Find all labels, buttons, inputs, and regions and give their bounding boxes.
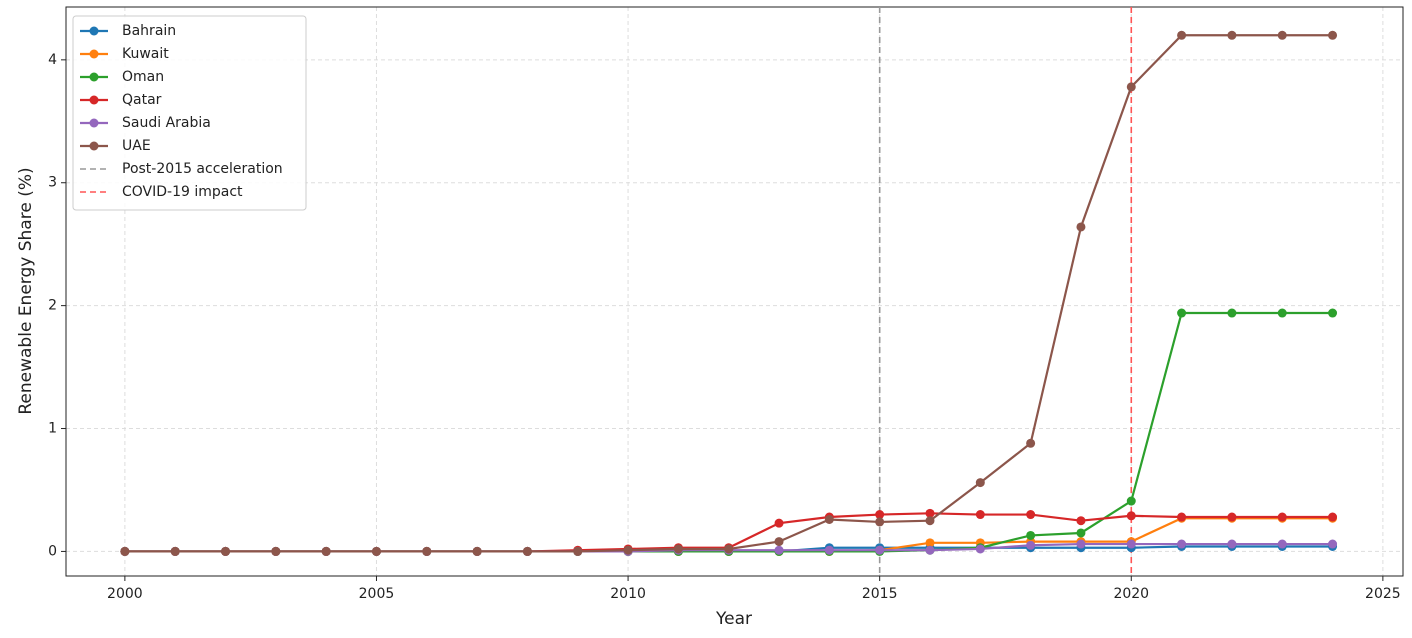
data-point — [1227, 539, 1237, 549]
data-point — [875, 545, 885, 555]
data-point — [824, 545, 834, 555]
data-point — [1227, 30, 1237, 40]
data-point — [1177, 512, 1187, 522]
data-point — [925, 545, 935, 555]
data-point — [774, 545, 784, 555]
data-point — [774, 537, 784, 547]
legend-label: Kuwait — [122, 46, 169, 62]
y-tick-label: 4 — [48, 52, 57, 68]
data-point — [1076, 222, 1086, 232]
data-point — [271, 546, 281, 556]
data-point — [1277, 308, 1287, 318]
data-point — [1177, 30, 1187, 40]
data-point — [673, 544, 683, 554]
data-point — [321, 546, 331, 556]
data-point — [1227, 512, 1237, 522]
data-point — [975, 478, 985, 488]
data-point — [472, 546, 482, 556]
legend-label: UAE — [122, 138, 151, 154]
data-point — [422, 546, 432, 556]
data-point — [975, 544, 985, 554]
x-tick-label: 2020 — [1113, 586, 1149, 602]
data-point — [1328, 308, 1338, 318]
y-tick-label: 0 — [48, 543, 57, 559]
data-point — [824, 514, 834, 524]
legend-marker — [89, 141, 99, 151]
x-tick-label: 2015 — [862, 586, 898, 602]
data-point — [1277, 539, 1287, 549]
legend-label: Qatar — [122, 92, 162, 108]
x-tick-label: 2010 — [610, 586, 646, 602]
data-point — [170, 546, 180, 556]
legend-label: Bahrain — [122, 23, 176, 39]
data-point — [1076, 528, 1086, 538]
data-point — [1126, 82, 1136, 92]
y-tick-label: 1 — [48, 421, 57, 437]
data-point — [925, 516, 935, 526]
data-point — [120, 546, 130, 556]
x-axis-title: Year — [715, 609, 752, 629]
data-point — [1076, 539, 1086, 549]
data-point — [221, 546, 231, 556]
data-point — [875, 510, 885, 520]
data-point — [1126, 539, 1136, 549]
data-point — [1126, 511, 1136, 521]
data-point — [774, 518, 784, 528]
data-point — [1177, 539, 1187, 549]
data-point — [1076, 516, 1086, 526]
legend-marker — [89, 26, 99, 36]
data-point — [623, 545, 633, 555]
legend-label: COVID-19 impact — [122, 184, 243, 200]
y-axis-title: Renewable Energy Share (%) — [16, 167, 36, 414]
data-point — [522, 546, 532, 556]
data-point — [371, 546, 381, 556]
data-point — [1328, 512, 1338, 522]
data-point — [1026, 438, 1036, 448]
data-point — [925, 508, 935, 518]
legend-label: Saudi Arabia — [122, 115, 211, 131]
legend-label: Oman — [122, 69, 164, 85]
data-point — [1328, 539, 1338, 549]
legend-box — [72, 15, 307, 211]
y-tick-label: 2 — [48, 298, 57, 314]
data-point — [1277, 30, 1287, 40]
data-point — [1328, 30, 1338, 40]
data-point — [875, 517, 885, 527]
data-point — [975, 510, 985, 520]
data-point — [573, 546, 583, 556]
data-point — [1026, 540, 1036, 550]
x-tick-label: 2005 — [359, 586, 395, 602]
plot-frame — [65, 6, 1404, 577]
data-point — [1177, 308, 1187, 318]
data-point — [1026, 530, 1036, 540]
x-tick-label: 2025 — [1365, 586, 1401, 602]
legend-marker — [89, 95, 99, 105]
data-point — [1277, 512, 1287, 522]
legend-label: Post-2015 acceleration — [122, 161, 283, 177]
data-point — [724, 544, 734, 554]
data-point — [1126, 496, 1136, 506]
x-tick-label: 2000 — [107, 586, 143, 602]
data-point — [1026, 510, 1036, 520]
legend-marker — [89, 72, 99, 82]
legend-marker — [89, 49, 99, 59]
data-point — [925, 538, 935, 548]
data-point — [1227, 308, 1237, 318]
legend-marker — [89, 118, 99, 128]
y-tick-label: 3 — [48, 175, 57, 191]
